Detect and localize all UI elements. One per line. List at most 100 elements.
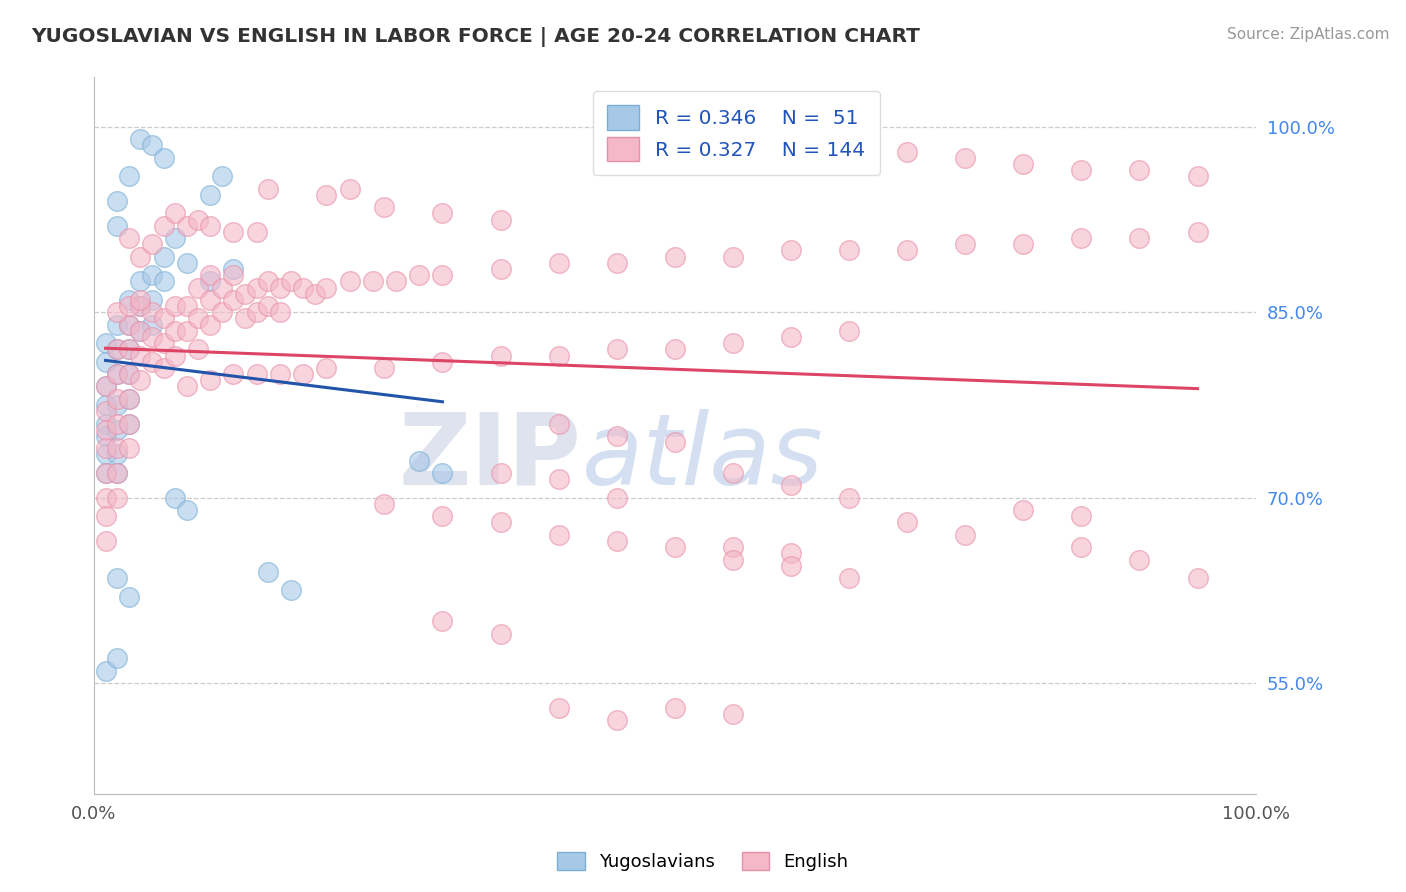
Point	[198, 268, 221, 283]
Point	[152, 250, 174, 264]
Point	[304, 286, 326, 301]
Point	[1012, 237, 1035, 252]
Point	[953, 151, 976, 165]
Point	[547, 349, 569, 363]
Point	[94, 466, 117, 480]
Point	[152, 336, 174, 351]
Point	[94, 417, 117, 431]
Point	[373, 360, 395, 375]
Point	[315, 280, 337, 294]
Point	[1070, 163, 1092, 178]
Point	[198, 373, 221, 387]
Point	[721, 706, 744, 721]
Point	[257, 299, 280, 313]
Point	[280, 274, 302, 288]
Point	[292, 280, 315, 294]
Point	[780, 138, 803, 153]
Point	[94, 509, 117, 524]
Point	[432, 268, 454, 283]
Point	[105, 392, 128, 406]
Point	[141, 355, 163, 369]
Point	[198, 187, 221, 202]
Point	[176, 379, 198, 393]
Point	[141, 237, 163, 252]
Point	[606, 256, 628, 270]
Point	[152, 311, 174, 326]
Point	[547, 528, 569, 542]
Point	[222, 262, 245, 277]
Point	[165, 491, 187, 505]
Point	[118, 367, 141, 381]
Point	[664, 250, 686, 264]
Point	[489, 262, 512, 277]
Point	[105, 194, 128, 208]
Point	[94, 533, 117, 548]
Point	[129, 324, 152, 338]
Point	[432, 206, 454, 220]
Point	[118, 392, 141, 406]
Point	[432, 509, 454, 524]
Point	[361, 274, 384, 288]
Point	[105, 343, 128, 357]
Point	[176, 503, 198, 517]
Legend: Yugoslavians, English: Yugoslavians, English	[550, 845, 856, 879]
Point	[176, 256, 198, 270]
Point	[129, 293, 152, 307]
Point	[257, 565, 280, 579]
Point	[105, 417, 128, 431]
Point	[94, 491, 117, 505]
Point	[489, 626, 512, 640]
Point	[94, 398, 117, 412]
Point	[129, 132, 152, 146]
Point	[165, 324, 187, 338]
Point	[896, 516, 918, 530]
Point	[606, 533, 628, 548]
Point	[141, 318, 163, 332]
Point	[780, 244, 803, 258]
Point	[606, 429, 628, 443]
Point	[721, 132, 744, 146]
Point	[489, 516, 512, 530]
Point	[187, 343, 209, 357]
Point	[105, 491, 128, 505]
Point	[1187, 571, 1209, 585]
Text: ZIP: ZIP	[399, 409, 582, 506]
Point	[606, 491, 628, 505]
Point	[118, 343, 141, 357]
Point	[94, 423, 117, 437]
Point	[152, 274, 174, 288]
Point	[721, 552, 744, 566]
Point	[187, 280, 209, 294]
Point	[198, 219, 221, 233]
Point	[385, 274, 408, 288]
Point	[269, 367, 291, 381]
Point	[94, 336, 117, 351]
Point	[105, 343, 128, 357]
Point	[165, 299, 187, 313]
Point	[269, 280, 291, 294]
Point	[408, 268, 430, 283]
Point	[211, 169, 233, 184]
Point	[222, 225, 245, 239]
Point	[129, 373, 152, 387]
Point	[606, 343, 628, 357]
Point	[222, 268, 245, 283]
Point	[606, 713, 628, 727]
Point	[780, 546, 803, 560]
Point	[105, 398, 128, 412]
Point	[105, 367, 128, 381]
Point	[1128, 231, 1150, 245]
Point	[721, 250, 744, 264]
Point	[141, 293, 163, 307]
Point	[118, 231, 141, 245]
Text: YUGOSLAVIAN VS ENGLISH IN LABOR FORCE | AGE 20-24 CORRELATION CHART: YUGOSLAVIAN VS ENGLISH IN LABOR FORCE | …	[31, 27, 920, 46]
Point	[245, 305, 267, 319]
Point	[432, 466, 454, 480]
Point	[94, 466, 117, 480]
Point	[664, 701, 686, 715]
Point	[432, 355, 454, 369]
Point	[152, 360, 174, 375]
Point	[838, 571, 860, 585]
Point	[1187, 169, 1209, 184]
Point	[664, 435, 686, 450]
